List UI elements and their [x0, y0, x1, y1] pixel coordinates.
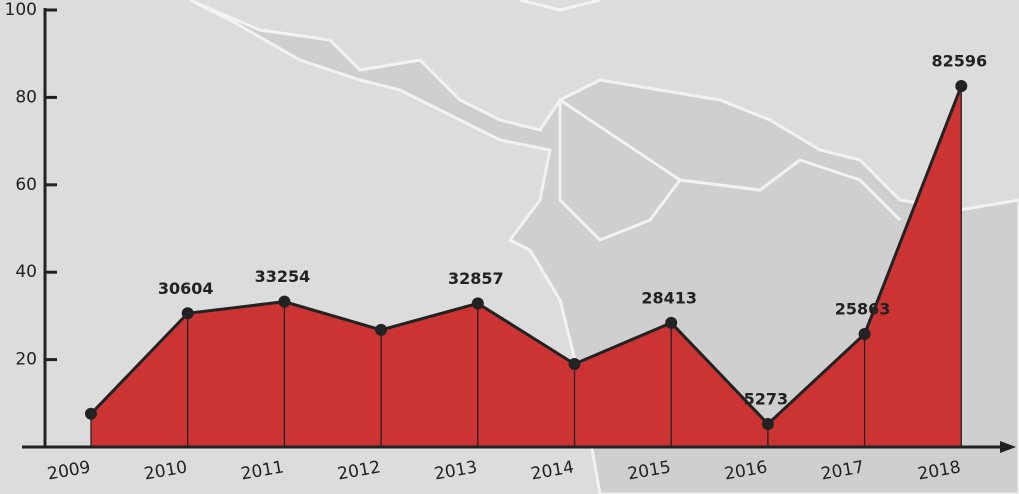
- point: [761, 417, 774, 430]
- point: [955, 80, 968, 93]
- value-label: 82596: [931, 52, 987, 71]
- point: [375, 323, 388, 336]
- y-tick-label: 60: [15, 175, 37, 195]
- value-label: 32857: [448, 269, 504, 288]
- point: [471, 297, 484, 310]
- y-tick-label: 100: [5, 0, 37, 20]
- point: [85, 407, 97, 420]
- value-label: 5273: [744, 389, 789, 408]
- value-label: 30604: [158, 279, 214, 298]
- area: [91, 86, 962, 447]
- point: [181, 307, 194, 320]
- y-tick-label: 40: [15, 262, 37, 282]
- value-label: 33254: [255, 267, 311, 286]
- point: [858, 327, 871, 340]
- x-axis-arrow: [1000, 441, 1016, 453]
- value-label: 25863: [835, 299, 891, 318]
- y-tick-label: 20: [15, 350, 37, 370]
- point: [665, 316, 678, 329]
- point: [278, 295, 291, 308]
- point: [568, 357, 581, 370]
- line: [89, 85, 963, 427]
- value-label: 28413: [641, 288, 697, 307]
- y-tick-label: 80: [15, 87, 37, 107]
